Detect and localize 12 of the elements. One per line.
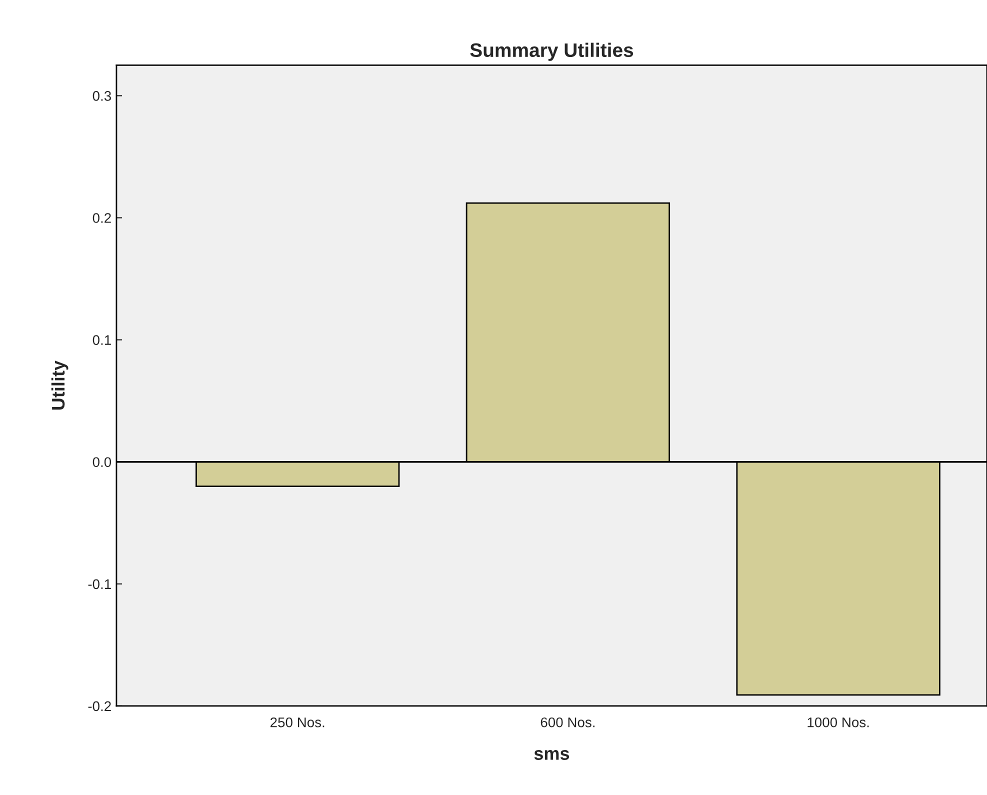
x-tick-label: 600 Nos. xyxy=(540,717,594,728)
y-tick-label: -0.1 xyxy=(88,579,111,590)
x-tick-label: 1000 Nos. xyxy=(808,717,869,728)
y-tick-label: -0.2 xyxy=(88,701,111,712)
y-tick-label: 0.1 xyxy=(92,335,111,345)
x-tick-label: 250 Nos. xyxy=(270,717,324,728)
y-tick-label: 0.2 xyxy=(92,213,111,223)
y-axis-title: Utility xyxy=(51,360,68,410)
x-axis-title: sms xyxy=(534,750,570,760)
chart-title: Summary Utilities xyxy=(470,42,634,61)
y-tick-label: 0.3 xyxy=(92,91,111,101)
y-tick-label: 0.0 xyxy=(92,457,112,468)
